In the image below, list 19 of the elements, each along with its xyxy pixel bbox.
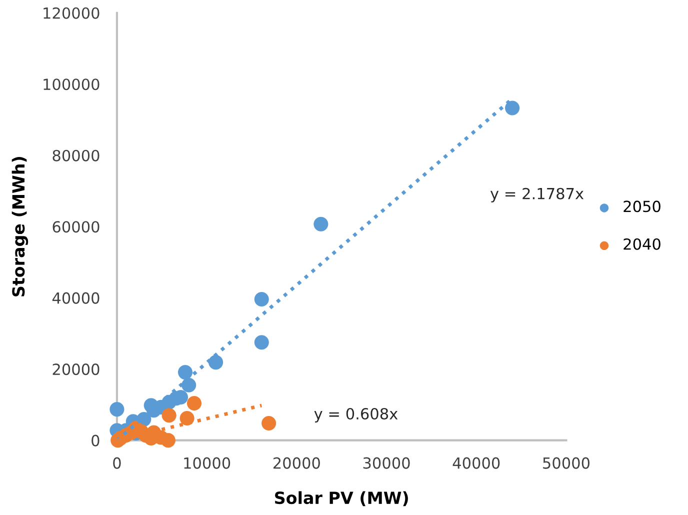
x-tick-label: 20000	[273, 457, 320, 469]
y-tick-label: 40000	[52, 292, 100, 304]
annotation: y = 2.1787x	[490, 188, 584, 202]
y-tick-label: 20000	[52, 364, 100, 376]
annotation: y = 0.608x	[314, 408, 398, 422]
x-tick-label: 40000	[452, 457, 500, 469]
x-axis-title: Solar PV (MW)	[275, 491, 408, 506]
x-tick-label: 30000	[363, 457, 410, 469]
x-tick-label: 10000	[184, 457, 230, 469]
y-axis-title: Storage (MWh)	[12, 157, 28, 296]
y-tick-label: 120000	[44, 7, 100, 19]
legend-label: 2040	[624, 238, 660, 250]
y-tick-label: 100000	[44, 78, 100, 90]
x-tick-label: 0	[113, 457, 121, 469]
y-tick-label: 80000	[52, 150, 100, 162]
x-tick-label: 50000	[543, 457, 590, 469]
y-tick-label: 0	[92, 434, 100, 446]
y-tick-label: 60000	[52, 221, 100, 233]
legend-label: 2050	[624, 200, 660, 212]
